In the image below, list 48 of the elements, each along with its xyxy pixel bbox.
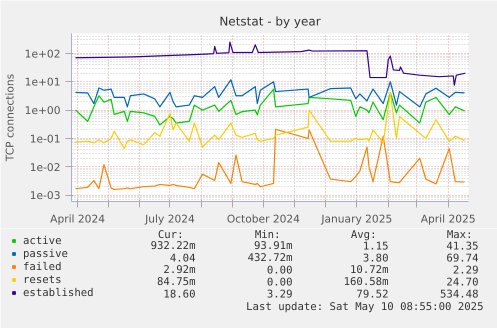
text: 41.35 [446, 240, 478, 252]
text: Max: [446, 228, 473, 241]
x-tick-label: April 2024 [50, 212, 106, 226]
line-series [74, 128, 466, 190]
text: 84.75m [157, 275, 196, 288]
legend-label: resets [23, 273, 62, 286]
text: 24.70 [446, 276, 478, 288]
text: 4.04 [170, 252, 196, 264]
y-tick-label: 1e+01 [24, 76, 61, 89]
text: 1.15 [362, 240, 389, 252]
text: Min: [254, 228, 281, 241]
text: 932.22m [150, 239, 196, 252]
text: 3.29 [266, 288, 293, 300]
text: 0.00 [266, 264, 293, 276]
y-tick-label: 1e-02 [30, 160, 61, 174]
y-tick-label: 1e-03 [30, 189, 61, 202]
text: Last update: Sat May 10 08:55:00 2025 [246, 300, 484, 313]
x-tick-label: April 2025 [420, 212, 476, 226]
x-tick-label: July 2024 [144, 212, 196, 226]
legend-label: failed [23, 260, 62, 273]
text: Cur: [158, 228, 184, 241]
line-series [74, 41, 466, 86]
text: 18.60 [163, 288, 196, 300]
legend-label: established [23, 286, 94, 299]
x-tick-label: January 2025 [320, 212, 392, 226]
text: 0.00 [266, 276, 293, 288]
x-tick-label: October 2024 [226, 212, 300, 226]
text: 160.58m [344, 275, 389, 288]
line-series [74, 79, 466, 108]
text: 2.29 [452, 264, 479, 276]
legend-label: passive [23, 247, 68, 260]
line-series [74, 92, 466, 150]
text: 534.48 [440, 288, 479, 300]
y-tick-label: 1e+02 [24, 47, 61, 60]
y-axis-title: TCP connections [4, 73, 17, 162]
text: 93.91m [254, 239, 293, 252]
line-series [74, 88, 466, 126]
text: 3.80 [362, 252, 389, 264]
chart-title: Netstat - by year [219, 14, 321, 28]
text: 10.72m [350, 263, 389, 276]
y-tick-label: 1e-01 [30, 132, 61, 146]
text: 79.52 [356, 288, 388, 300]
y-tick-label: 1e+00 [24, 104, 61, 118]
text: 2.92m [163, 263, 196, 276]
text: 69.74 [446, 252, 478, 264]
text: Avg: [350, 228, 377, 241]
legend-label: active [23, 234, 62, 247]
text: 432.72m [248, 251, 293, 264]
